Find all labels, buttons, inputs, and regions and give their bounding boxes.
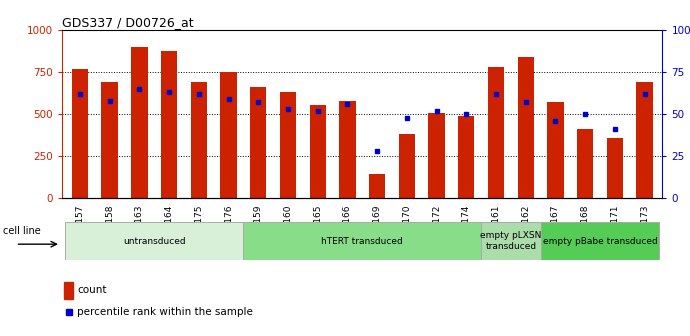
Bar [369,174,385,198]
Bar [131,47,148,198]
Text: percentile rank within the sample: percentile rank within the sample [77,307,253,317]
Bar [244,222,481,260]
Bar [540,222,660,260]
Text: count: count [77,285,107,295]
Bar [399,134,415,198]
Bar [190,82,207,198]
Bar [518,57,534,198]
Bar [310,105,326,198]
Text: cell line: cell line [3,226,41,237]
Text: hTERT transduced: hTERT transduced [322,237,403,246]
Bar [220,72,237,198]
Bar [488,67,504,198]
Bar [161,51,177,198]
Bar [65,222,244,260]
Text: empty pBabe transduced: empty pBabe transduced [542,237,658,246]
Bar [547,101,564,198]
Bar [72,69,88,198]
Bar [636,82,653,198]
Bar [607,138,623,198]
Text: empty pLXSN
transduced: empty pLXSN transduced [480,232,542,251]
Text: untransduced: untransduced [123,237,186,246]
Bar [577,129,593,198]
Bar [428,113,445,198]
Bar [64,282,73,298]
Bar [250,86,266,198]
Bar [279,92,296,198]
Bar [481,222,540,260]
Bar [458,116,475,198]
Bar [339,101,355,198]
Text: GDS337 / D00726_at: GDS337 / D00726_at [62,16,194,29]
Bar [101,82,118,198]
